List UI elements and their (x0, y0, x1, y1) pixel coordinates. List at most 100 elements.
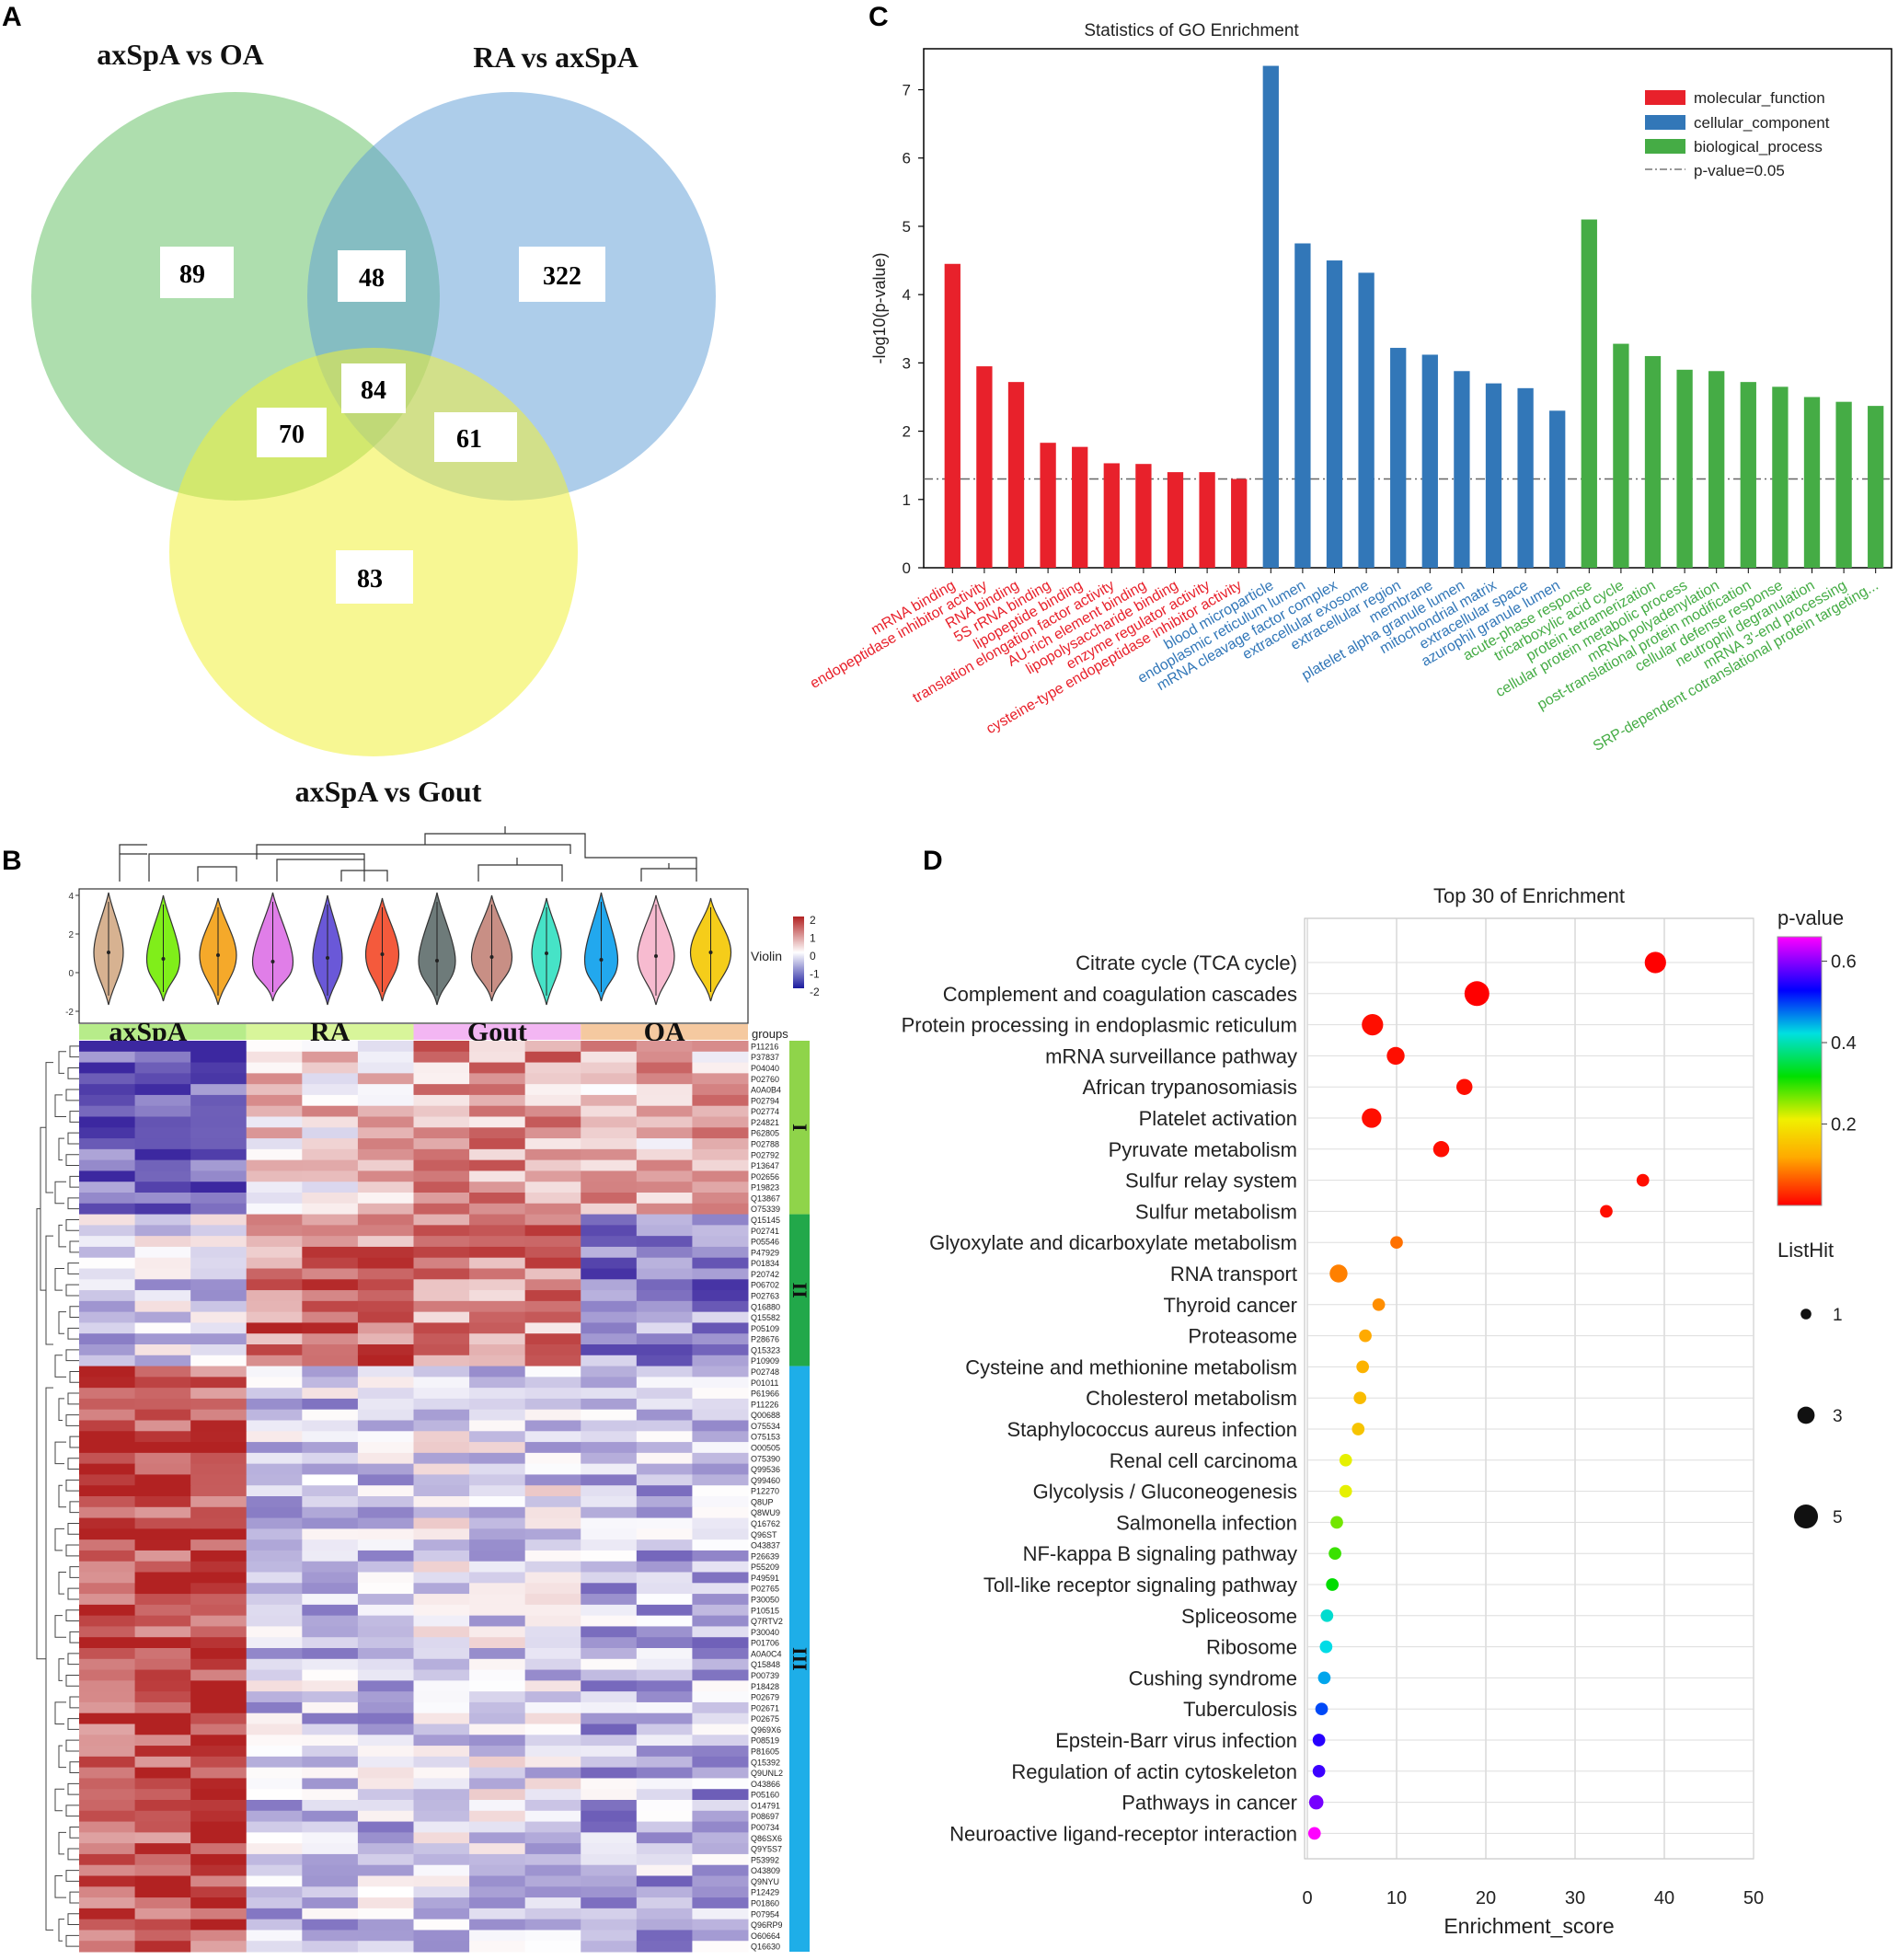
heatmap-cell (636, 1268, 693, 1280)
heatmap-cell (190, 1908, 247, 1920)
heatmap-cell (581, 1496, 638, 1508)
heatmap-cell (357, 1159, 414, 1171)
heatmap-cell (246, 1789, 303, 1801)
heatmap-cell (636, 1138, 693, 1150)
heatmap-cell (581, 1355, 638, 1367)
heatmap-cell (636, 1550, 693, 1562)
heatmap-cell (79, 1170, 136, 1182)
heatmap-cell (190, 1528, 247, 1540)
heatmap-cell (469, 1637, 526, 1649)
heatmap-cell (581, 1182, 638, 1193)
heatmap-cell (469, 1528, 526, 1540)
go-bar (1103, 463, 1120, 568)
heatmap-cell (302, 1333, 359, 1345)
heatmap-cell (469, 1626, 526, 1638)
listhit-legend-title: ListHit (1777, 1239, 1834, 1262)
heatmap-cell (524, 1778, 581, 1790)
bubble-point (1317, 1671, 1331, 1685)
heatmap-cell (134, 1431, 191, 1443)
heatmap-cell (246, 1864, 303, 1876)
heatmap-cell (302, 1246, 359, 1259)
heatmap-cell (692, 1268, 749, 1280)
heatmap-cell (524, 1148, 581, 1161)
heatmap-cell (469, 1919, 526, 1931)
heatmap-cell (469, 1701, 526, 1714)
cluster-label: II (788, 1283, 811, 1298)
heatmap-cell (302, 1506, 359, 1519)
heatmap-cell (581, 1193, 638, 1205)
heatmap-cell (302, 1724, 359, 1735)
heatmap-cell (413, 1268, 470, 1280)
heatmap-cell (692, 1756, 749, 1769)
heatmap-cell (636, 1246, 693, 1259)
heatmap-cell (413, 1182, 470, 1193)
heatmap-cell (413, 1875, 470, 1887)
cluster-annotation-cell (789, 1041, 810, 1215)
heatmap-cell (581, 1300, 638, 1313)
heatmap-row-label: P49591 (751, 1574, 779, 1583)
heatmap-cell (469, 1735, 526, 1747)
group-annotation-cell (581, 1024, 748, 1040)
heatmap-cell (357, 1517, 414, 1529)
heatmap-cell (190, 1832, 247, 1844)
heatmap-cell (636, 1767, 693, 1779)
heatmap-cell (357, 1041, 414, 1053)
heatmap-cell (302, 1225, 359, 1237)
violin-label: Violin (751, 949, 782, 963)
heatmap-cell (469, 1322, 526, 1334)
heatmap-cell (246, 1648, 303, 1660)
heatmap-cell (190, 1474, 247, 1486)
heatmap-cell (692, 1182, 749, 1193)
heatmap-cell (302, 1051, 359, 1064)
heatmap-row-label: P05546 (751, 1238, 779, 1247)
heatmap-cell (302, 1084, 359, 1096)
heatmap-cell (79, 1463, 136, 1475)
heatmap-cell (469, 1648, 526, 1660)
heatmap-cell (524, 1583, 581, 1595)
heatmap-cell (357, 1225, 414, 1237)
heatmap-cell (469, 1388, 526, 1400)
heatmap-row-label: P30050 (751, 1596, 779, 1605)
heatmap-cell (246, 1746, 303, 1758)
bubble-plot-frame (1304, 917, 1754, 1860)
heatmap-cell (357, 1311, 414, 1323)
heatmap-cell (79, 1290, 136, 1302)
heatmap-cell (692, 1452, 749, 1465)
heatmap-cell (357, 1474, 414, 1486)
heatmap-cell (134, 1193, 191, 1205)
heatmap-cell (246, 1236, 303, 1248)
heatmap-cell (469, 1084, 526, 1096)
heatmap-cell (302, 1409, 359, 1421)
bubble-point (1307, 1827, 1321, 1840)
heatmap-cell (413, 1246, 470, 1259)
heatmap-cell (581, 1116, 638, 1128)
heatmap-cell (190, 1583, 247, 1595)
heatmap-cell (190, 1897, 247, 1909)
pvalue-colorbar-tick-label: 0.2 (1831, 1115, 1857, 1136)
heatmap-cell (524, 1648, 581, 1660)
heatmap-cell (581, 1420, 638, 1432)
bubble-term-label: Regulation of actin cytoskeleton (1011, 1760, 1297, 1783)
heatmap-cell (469, 1094, 526, 1107)
heatmap-cell (524, 1051, 581, 1064)
heatmap-cell (302, 1594, 359, 1606)
heatmap-cell (469, 1832, 526, 1844)
heatmap-cell (636, 1680, 693, 1692)
heatmap-cell (79, 1561, 136, 1573)
heatmap-cell (692, 1225, 749, 1237)
heatmap-cell (636, 1528, 693, 1540)
group-annotation-cell (246, 1024, 414, 1040)
heatmap-cell (581, 1398, 638, 1411)
heatmap-cell (469, 1127, 526, 1139)
heatmap-cell (581, 1506, 638, 1519)
heatmap-cell (581, 1735, 638, 1747)
heatmap-cell (190, 1388, 247, 1400)
go-bar (1772, 386, 1789, 568)
heatmap-row-label: P12270 (751, 1487, 779, 1496)
heatmap-row-label: O75390 (751, 1454, 780, 1463)
heatmap-cell (636, 1691, 693, 1703)
heatmap-cell (469, 1193, 526, 1205)
row-dendrogram (36, 1045, 79, 1947)
heatmap-cell (469, 1550, 526, 1562)
pvalue-colorbar (1777, 936, 1823, 1206)
